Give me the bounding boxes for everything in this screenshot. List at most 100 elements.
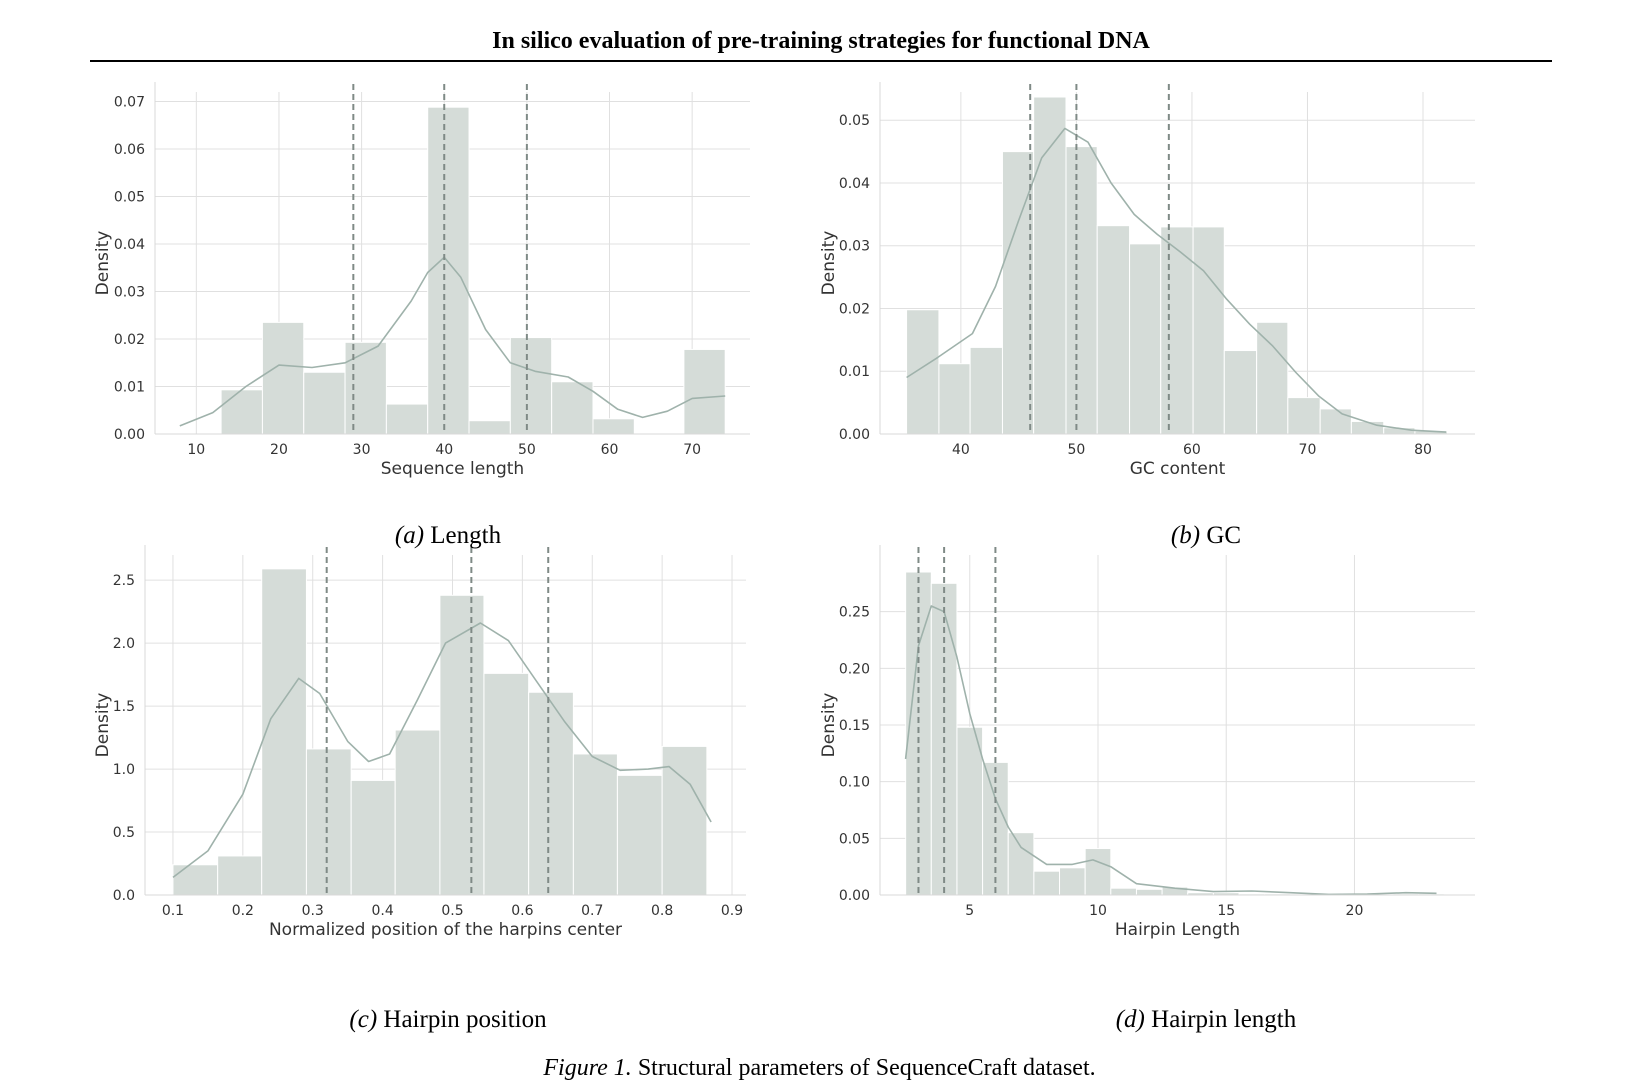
- histogram-bar: [509, 337, 553, 435]
- x-tick-label: 0.7: [581, 903, 603, 919]
- y-tick-label: 0.01: [839, 364, 870, 380]
- x-axis-label: Hairpin Length: [1115, 920, 1240, 940]
- x-tick-label: 0.5: [441, 903, 463, 919]
- histogram-bar: [616, 774, 663, 896]
- y-axis-label: Density: [93, 693, 113, 758]
- histogram-bar: [394, 729, 441, 896]
- x-tick-label: 20: [1346, 903, 1364, 919]
- x-tick-label: 0.1: [162, 903, 184, 919]
- x-tick-label: 0.4: [371, 903, 393, 919]
- histogram-bar: [261, 321, 305, 435]
- histogram-bar: [439, 594, 485, 896]
- x-tick-label: 0.2: [232, 903, 254, 919]
- chart-length: 10 20 30 40 50 60 70 0.00 0.01 0.02 0.03 0.04 0.05 0.…: [93, 82, 750, 479]
- y-tick-label: 0.02: [114, 332, 145, 348]
- x-tick-label: 0.8: [651, 903, 673, 919]
- caption-d-text: Hairpin length: [1151, 1006, 1297, 1033]
- figure-caption: Figure 1. Structural parameters of Seque…: [0, 1055, 1639, 1082]
- histogram-bar: [938, 363, 971, 435]
- histogram-bar: [683, 348, 726, 435]
- y-tick-label: 1.5: [113, 699, 135, 715]
- histogram-bar: [385, 403, 429, 435]
- histogram-bar: [1007, 832, 1035, 896]
- y-tick-label: 0.20: [839, 661, 870, 677]
- y-tick-label: 0.04: [839, 176, 870, 192]
- kde-curve: [172, 622, 712, 879]
- histogram-bar: [1033, 870, 1061, 896]
- histogram-bar: [956, 726, 984, 896]
- y-tick-label: 1.0: [113, 762, 135, 778]
- x-tick-label: 0.6: [511, 903, 533, 919]
- y-tick-label: 2.0: [113, 636, 135, 652]
- x-tick-label: 70: [683, 442, 701, 458]
- caption-c-text: Hairpin position: [383, 1006, 547, 1033]
- y-axis-label: Density: [819, 231, 839, 296]
- x-tick-label: 30: [353, 442, 371, 458]
- caption-b: (b) GC: [856, 522, 1556, 550]
- y-tick-label: 0.00: [839, 888, 870, 904]
- y-tick-label: 0.05: [839, 831, 870, 847]
- histogram-bar: [551, 381, 594, 435]
- histogram-bar: [427, 106, 470, 435]
- x-tick-label: 70: [1299, 442, 1317, 458]
- y-tick-label: 0.00: [839, 427, 870, 443]
- y-tick-label: 0.10: [839, 775, 870, 791]
- x-tick-label: 15: [1217, 903, 1235, 919]
- histogram-bar: [1319, 408, 1352, 435]
- x-tick-label: 50: [1067, 442, 1085, 458]
- y-axis-label: Density: [93, 231, 113, 296]
- figure-caption-label: Figure 1.: [543, 1055, 632, 1081]
- chart-gc: 40 50 60 70 80 0.00 0.01 0.02 0.03 0.04 0.05 GC con…: [819, 82, 1475, 479]
- histogram-bar: [1223, 350, 1258, 435]
- x-axis-label: Sequence length: [381, 459, 524, 479]
- histogram-bar: [1001, 151, 1035, 435]
- y-tick-label: 0.01: [114, 380, 145, 396]
- histogram-bar: [1160, 226, 1194, 435]
- histogram-bar: [1129, 243, 1162, 435]
- y-tick-label: 0.00: [114, 427, 145, 443]
- histogram-bar: [1287, 397, 1321, 435]
- caption-c-label: (c): [349, 1006, 378, 1033]
- y-axis-label: Density: [819, 693, 839, 758]
- x-tick-label: 10: [1089, 903, 1107, 919]
- y-tick-label: 0.03: [839, 239, 870, 255]
- y-tick-label: 0.05: [839, 113, 870, 129]
- histogram-bar: [572, 753, 618, 896]
- y-tick-label: 0.0: [113, 888, 135, 904]
- histogram-bar: [217, 855, 263, 896]
- histogram-bar: [1084, 848, 1112, 896]
- y-tick-label: 0.06: [114, 142, 145, 158]
- histogram-bar: [969, 346, 1003, 435]
- y-tick-label: 0.25: [839, 605, 870, 621]
- caption-a-label: (a): [394, 522, 425, 549]
- header-rule: [90, 60, 1552, 62]
- caption-d: (d) Hairpin length: [856, 1006, 1556, 1034]
- histogram-bar: [592, 418, 635, 435]
- page-header-title: In silico evaluation of pre-training str…: [492, 28, 1150, 54]
- caption-c: (c) Hairpin position: [98, 1006, 798, 1034]
- kde-curve: [904, 605, 1437, 896]
- histogram-bar: [661, 745, 708, 896]
- histogram-bar: [1135, 888, 1163, 896]
- y-tick-label: 0.05: [114, 190, 145, 206]
- histogram-bar: [261, 568, 307, 896]
- x-tick-label: 60: [601, 442, 619, 458]
- chart-hairpin-position: 0.1 0.2 0.3 0.4 0.5 0.6 0.7 0.8 0.9 0.0 0.5 1.0 1.5 2…: [93, 545, 746, 940]
- x-tick-label: 80: [1414, 442, 1432, 458]
- caption-a: (a) Length: [98, 522, 798, 550]
- histogram-bar: [468, 420, 511, 435]
- x-tick-label: 40: [952, 442, 970, 458]
- caption-b-text: GC: [1206, 522, 1242, 549]
- histogram-bar: [305, 748, 352, 896]
- x-tick-label: 20: [270, 442, 288, 458]
- histogram-bar: [906, 309, 940, 435]
- figure-caption-text: Structural parameters of SequenceCraft d…: [637, 1055, 1096, 1081]
- y-tick-label: 0.15: [839, 718, 870, 734]
- y-tick-label: 0.5: [113, 825, 135, 841]
- caption-b-label: (b): [1170, 522, 1201, 549]
- x-axis-label: Normalized position of the harpins cente…: [269, 920, 622, 940]
- caption-d-label: (d): [1115, 1006, 1145, 1033]
- histogram-bar: [483, 672, 530, 896]
- y-tick-label: 2.5: [113, 573, 135, 589]
- caption-a-text: Length: [430, 522, 502, 549]
